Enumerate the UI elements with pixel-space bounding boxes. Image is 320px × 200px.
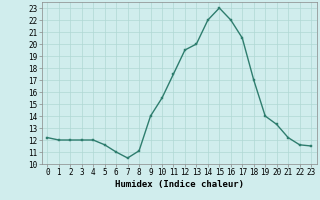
X-axis label: Humidex (Indice chaleur): Humidex (Indice chaleur) [115,180,244,189]
